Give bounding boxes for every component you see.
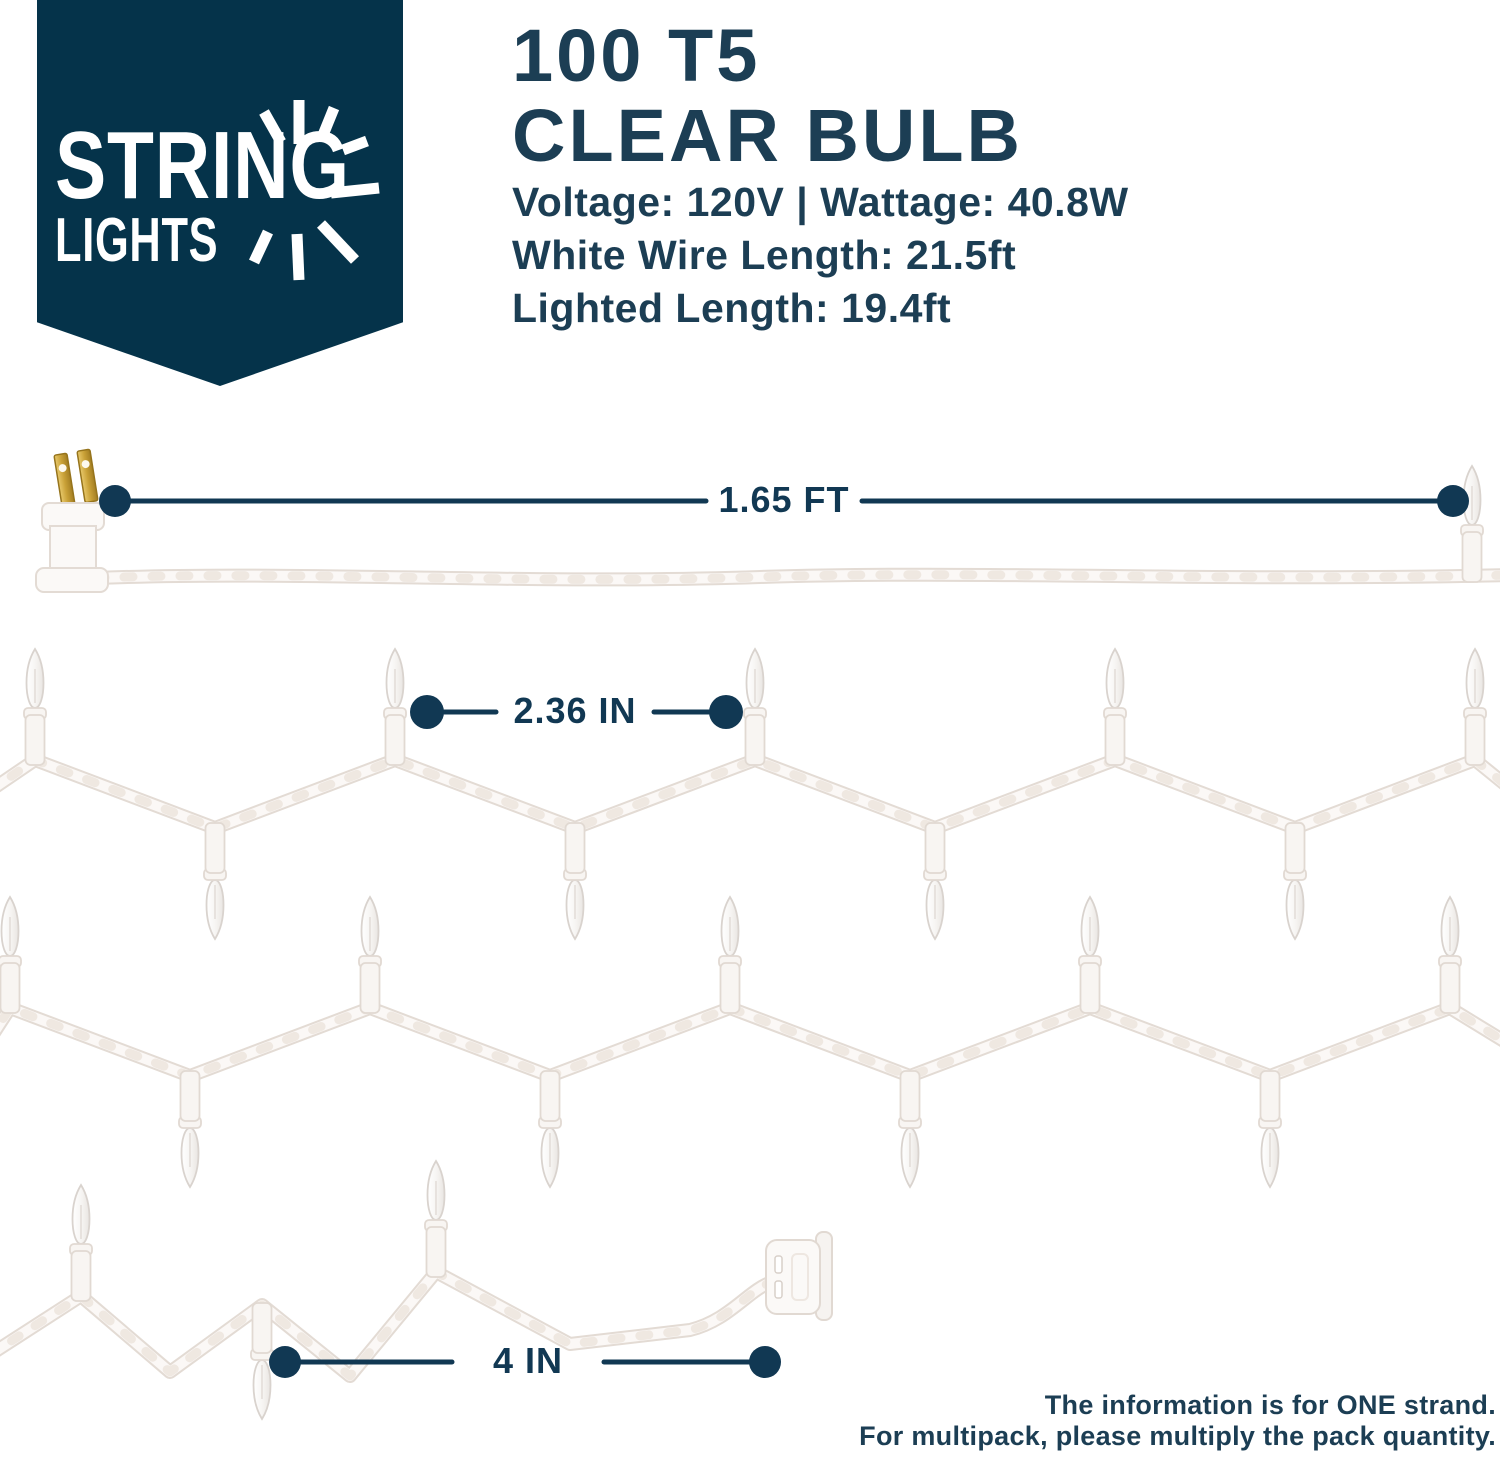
end-measure-line bbox=[269, 1346, 781, 1378]
strand-row-1 bbox=[0, 760, 1500, 828]
end-length-label: 4 IN bbox=[492, 1340, 564, 1381]
footer-note-line1: The information is for ONE strand. bbox=[1044, 1390, 1496, 1420]
product-title-line1: 100 T5 bbox=[512, 14, 761, 97]
clear-bulb bbox=[1460, 465, 1484, 583]
end-connector-graphic bbox=[765, 1231, 833, 1321]
footer-note-line2: For multipack, please multiply the pack … bbox=[859, 1421, 1496, 1451]
bulbs-row-2 bbox=[0, 896, 1462, 1188]
lead-length-label: 1.65 FT bbox=[718, 479, 850, 520]
bulb-spacing-label: 2.36 IN bbox=[513, 690, 637, 731]
product-title-line2: CLEAR BULB bbox=[512, 94, 1023, 177]
sunburst-icon bbox=[249, 100, 380, 281]
spacing-measure-line bbox=[410, 695, 743, 729]
lead-measure-line bbox=[99, 485, 1469, 517]
product-title: 100 T5 CLEAR BULB bbox=[512, 16, 1023, 176]
lead-wire bbox=[96, 575, 1500, 580]
footer-note: The information is for ONE strand. For m… bbox=[859, 1390, 1496, 1452]
strand-row-2 bbox=[0, 1008, 1500, 1076]
brand-banner: STRING LIGHTS bbox=[37, 0, 403, 386]
power-plug-graphic bbox=[35, 448, 109, 593]
bulbs-row-3 bbox=[69, 1160, 448, 1420]
spec-lighted-length: Lighted Length: 19.4ft bbox=[512, 285, 952, 331]
spec-voltage-wattage: Voltage: 120V | Wattage: 40.8W bbox=[512, 179, 1129, 225]
brand-name-line2: LIGHTS bbox=[55, 206, 219, 275]
bulbs-row-1 bbox=[23, 648, 1487, 940]
spec-wire-length: White Wire Length: 21.5ft bbox=[512, 232, 1017, 278]
product-specs: Voltage: 120V | Wattage: 40.8W White Wir… bbox=[512, 176, 1129, 335]
